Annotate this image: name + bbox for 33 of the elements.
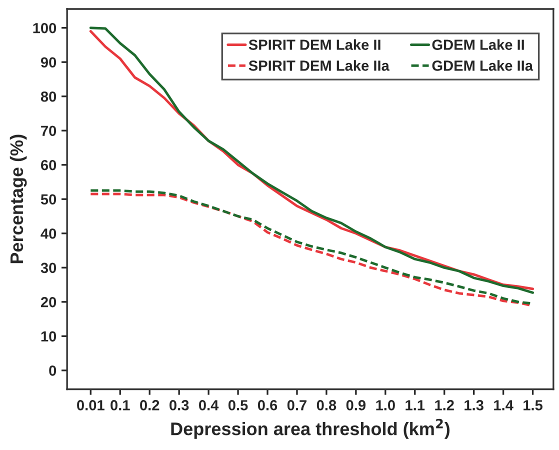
- y-tick-label: 60: [40, 160, 56, 170]
- x-tick-label: 0.6: [258, 400, 278, 410]
- y-tick-label: 80: [40, 91, 56, 102]
- y-tick-label: 90: [40, 57, 56, 68]
- x-tick-label: 1.2: [435, 400, 454, 410]
- x-tick-label: 1.0: [376, 400, 395, 410]
- legend-label: SPIRIT DEM Lake II: [248, 39, 380, 50]
- legend-label: GDEM Lake IIa: [432, 60, 534, 71]
- y-tick-label: 70: [41, 126, 56, 136]
- x-tick-label: 0.2: [140, 400, 160, 410]
- x-tick-label: 0.01: [77, 400, 104, 410]
- x-tick-label: 1.1: [406, 400, 425, 410]
- x-axis-title: Depression area threshold (km$^{2}$): [171, 418, 450, 439]
- x-tick-label: 1.3: [464, 400, 484, 410]
- y-tick-label: 20: [40, 296, 56, 308]
- y-axis-title: Percentage (%): [10, 134, 27, 264]
- x-tick-label: 0.4: [199, 400, 219, 410]
- x-tick-label: 0.3: [170, 400, 189, 410]
- y-tick-label: 0: [49, 366, 56, 376]
- y-tick-label: 30: [40, 262, 56, 274]
- x-tick-label: 0.9: [346, 400, 366, 410]
- x-tick-label: 0.7: [287, 400, 306, 410]
- x-tick-label: 1.4: [494, 400, 514, 410]
- x-tick-label: 1.5: [524, 400, 543, 410]
- x-tick-label: 0.5: [228, 400, 248, 410]
- y-tick-label: 40: [40, 228, 56, 239]
- y-tick-label: 50: [40, 194, 56, 205]
- y-tick-label: 100: [33, 22, 56, 34]
- x-tick-label: 0.8: [316, 400, 336, 410]
- legend-label: SPIRIT DEM Lake IIa: [248, 60, 390, 71]
- legend-label: GDEM Lake II: [432, 39, 524, 50]
- y-tick-label: 10: [41, 331, 56, 342]
- x-tick-label: 0.1: [110, 400, 130, 410]
